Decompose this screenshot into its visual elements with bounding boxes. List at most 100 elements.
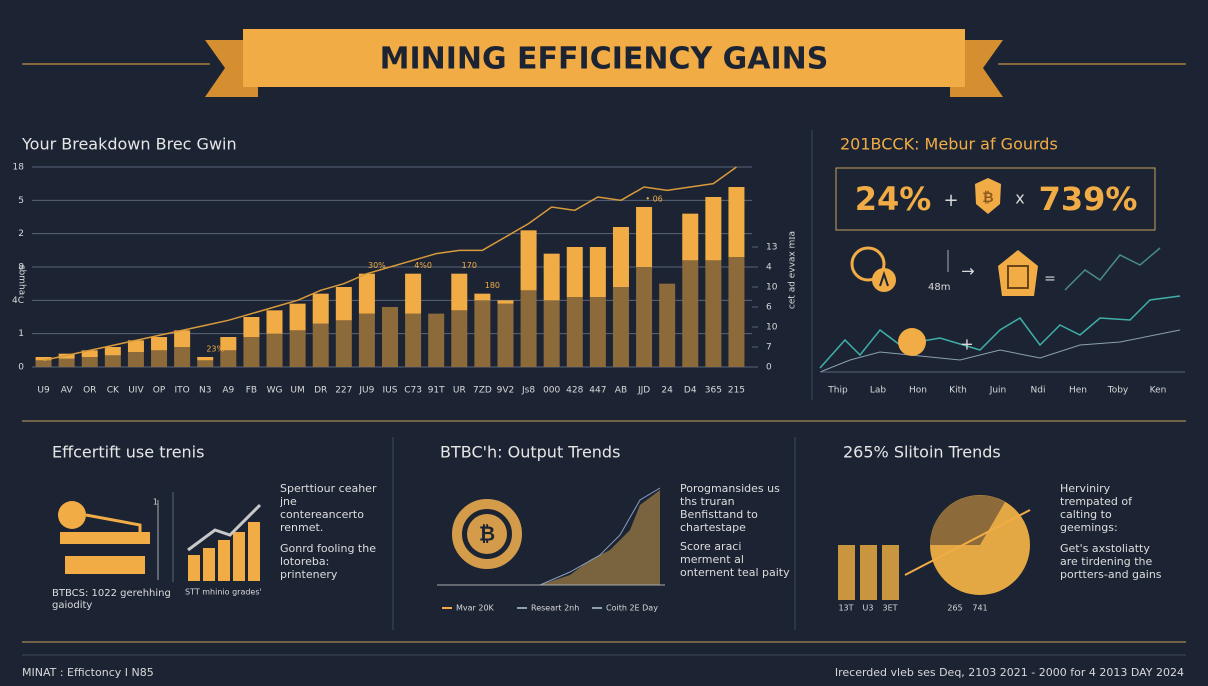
panel-title: Effcertift use trenis: [52, 443, 204, 462]
bar-segment: [127, 352, 144, 367]
annotation: • 06: [645, 195, 662, 204]
labels: 13T U3 3ET 265 741: [838, 604, 987, 613]
area: [540, 490, 660, 585]
bar-segment: [728, 257, 745, 367]
bar-segment: [266, 333, 283, 367]
icon-bar: [882, 545, 899, 600]
bar-segment: [243, 337, 260, 367]
operator: +: [960, 335, 973, 354]
text: BTBCS: 1022 gerehhing gaiodity: [52, 588, 171, 611]
y2-tick-label: 7: [766, 343, 772, 353]
x-tick-label: UR: [453, 386, 466, 396]
x-tick-label: Thip: [827, 386, 848, 396]
bar-segment: [127, 340, 144, 352]
house-icon: [1007, 265, 1029, 289]
bar-segment: [220, 350, 237, 367]
label: 13T: [838, 604, 853, 613]
line: [43, 166, 737, 362]
bar-segment: [682, 260, 699, 367]
bar-segment: [520, 290, 537, 367]
label: 3ET: [882, 604, 897, 613]
x-tick-label: 215: [728, 386, 745, 396]
bar-segment: [543, 300, 560, 367]
x-tick-label: OR: [83, 386, 96, 396]
label: U3: [863, 604, 874, 613]
y-tick-label: 2: [18, 229, 24, 239]
arrow: [187, 503, 262, 552]
bar-segment: [35, 357, 52, 361]
x-tick-label: Ken: [1150, 386, 1167, 396]
y-tick-label: 5: [18, 196, 24, 206]
icon: [879, 270, 889, 287]
text: Gonrd fooling the lotoreba: printenery: [280, 542, 376, 581]
icon: [65, 556, 145, 574]
legend-label: Coith 2E Day: [606, 604, 658, 613]
coin-icon: [467, 514, 507, 554]
bar-segment: [104, 355, 121, 367]
bar-segment: [58, 358, 75, 367]
bar-segment: [358, 313, 375, 367]
legend-label: Researt 2nh: [531, 604, 579, 613]
bar-segment: [497, 300, 514, 304]
x-tick-label: WG: [267, 386, 283, 396]
bar-segment: [174, 347, 191, 367]
x-tick-label: 91T: [428, 386, 445, 396]
bar-segment: [35, 360, 52, 367]
text: Porogmansides us ths truran Benfisttand …: [680, 482, 780, 534]
tick-label: 1: [153, 498, 158, 507]
trend-line: [819, 329, 1181, 373]
x-tick-label: IUS: [383, 386, 398, 396]
x-axis: Thip Lab Hon Kith Juin Ndi Hen Toby Ken: [827, 386, 1166, 396]
trend-line: [819, 295, 1181, 369]
footer-left: MINAT : Effictoncy I N85: [22, 666, 154, 679]
icon-bar: [233, 532, 245, 581]
x-tick-label: 447: [589, 386, 606, 396]
bar-segment: [151, 337, 168, 351]
x-tick-label: UM: [290, 386, 304, 396]
x-tick-label: A9: [222, 386, 234, 396]
x-tick-label: FB: [246, 386, 257, 396]
x-tick-label: 365: [705, 386, 722, 396]
bar-segment: [81, 350, 98, 357]
icon-bar: [203, 548, 215, 581]
x-tick-label: C73: [404, 386, 422, 396]
icon: [872, 268, 896, 292]
y2-label: ɐɪɯ xɐʌʌə pɐ ʇəɔ: [787, 231, 797, 309]
bar-segment: [682, 213, 699, 261]
legend-label: Mvar 20K: [456, 604, 495, 613]
operator: =: [1044, 271, 1056, 287]
btc-glyph: ₿: [479, 522, 495, 546]
x-tick-label: Lab: [870, 386, 887, 396]
chart-title: Your Breakdown Brec Gwin: [21, 135, 237, 154]
y-tick-label: 4C: [12, 296, 24, 306]
x-tick-label: AB: [615, 386, 627, 396]
bar-segment: [728, 187, 745, 257]
bar-segment: [451, 273, 468, 311]
footer-right: Irecerded vleb ses Deq, 2103 2021 - 2000…: [835, 666, 1184, 679]
bar-segment: [705, 260, 722, 367]
bar-segment: [197, 357, 214, 361]
annotation: 180: [485, 281, 500, 290]
operator: x: [1015, 189, 1024, 208]
bar-segment: [589, 297, 606, 367]
sparkline: [1064, 247, 1161, 291]
panel-text: Porogmansides us ths truran Benfisttand …: [680, 482, 790, 579]
bar-segment: [174, 330, 191, 347]
bar-segment: [474, 293, 491, 301]
x-tick-label: U9: [37, 386, 50, 396]
btc-glyph: ₿: [982, 190, 993, 206]
bar-segment: [243, 317, 260, 337]
bar-segment: [312, 323, 329, 367]
trend-line: [539, 487, 661, 586]
bar-segment: [104, 347, 121, 356]
bar-segment: [566, 247, 583, 297]
amount: 48m: [928, 282, 950, 293]
bar-segment: [636, 267, 653, 367]
y-label: ɐɥɯqs: [18, 265, 28, 296]
x-tick-label: 24: [661, 386, 673, 396]
text: Herviniry trempated of calting to geemin…: [1060, 482, 1132, 534]
panel-text: Sperttiour ceaher jne contereancerto ren…: [280, 482, 376, 581]
x-tick-label: Js8: [521, 386, 535, 396]
y2-tick-label: 13: [766, 243, 777, 253]
